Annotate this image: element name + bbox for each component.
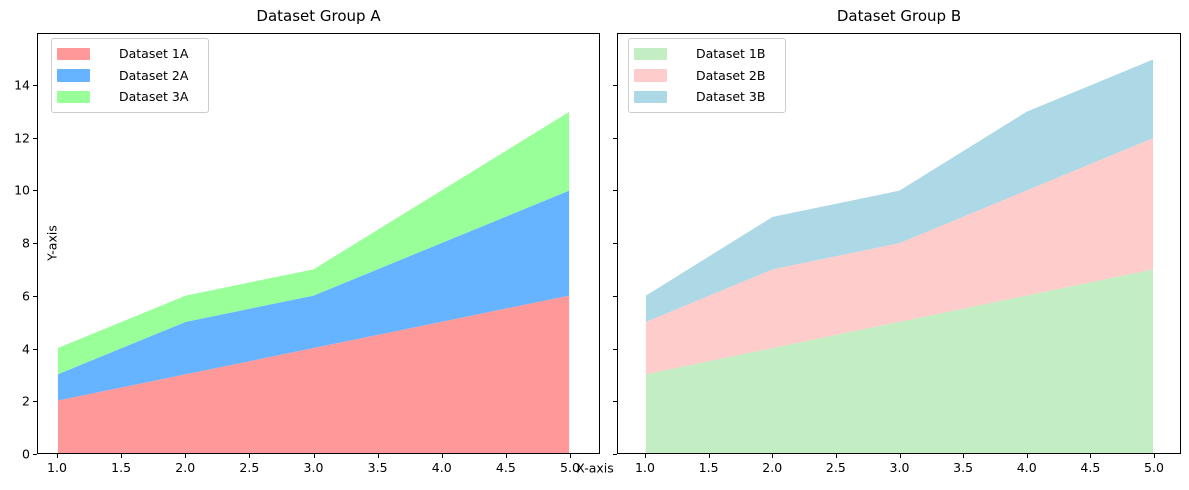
x-tick-mark (963, 454, 965, 458)
y-tick-label: 14 (14, 77, 30, 93)
stacked-area-canvas-B (645, 59, 1154, 453)
y-tick-mark (613, 190, 617, 192)
legend-label-dataset-1b: Dataset 1B (696, 46, 766, 62)
x-tick-label: 3.5 (953, 460, 974, 475)
x-tick-mark (505, 454, 507, 458)
y-tick-mark (33, 190, 37, 192)
y-tick-mark (613, 348, 617, 350)
y-tick-label: 12 (14, 130, 30, 146)
x-tick-mark (249, 454, 251, 458)
y-tick-mark (613, 243, 617, 245)
chart-a-title: Dataset Group A (256, 7, 381, 25)
y-tick-mark (613, 454, 617, 455)
y-tick-mark (33, 348, 37, 350)
y-tick-mark (33, 295, 37, 297)
legend-swatch-dataset-2b (634, 69, 667, 82)
y-tick-label: 2 (22, 393, 30, 409)
y-tick-mark (613, 401, 617, 403)
x-tick-mark (1154, 454, 1155, 458)
x-tick-label: 3.0 (889, 460, 910, 475)
x-tick-label: 3.5 (367, 460, 388, 475)
x-tick-label: 4.0 (1016, 460, 1037, 475)
stacked-area-canvas-A (57, 111, 570, 453)
x-tick-mark (570, 454, 571, 458)
x-tick-label: 2.5 (239, 460, 260, 475)
legend-label-dataset-3b: Dataset 3B (696, 89, 766, 105)
legend-A: Dataset 1A Dataset 2A Dataset 3A (51, 38, 210, 113)
x-axis-label: X-axis (576, 460, 614, 476)
y-tick-mark (613, 84, 617, 86)
x-tick-mark (1026, 454, 1028, 458)
legend-swatch-dataset-1b (634, 47, 667, 60)
legend-swatch-dataset-1a (57, 47, 90, 60)
x-tick-label: 4.5 (1080, 460, 1101, 475)
area-dataset-2b (645, 138, 1154, 375)
y-tick-label: 0 (22, 446, 30, 462)
legend-item-dataset-1a: Dataset 1A (57, 43, 188, 65)
legend-item-dataset-2b: Dataset 2B (634, 65, 765, 87)
chart-b-title: Dataset Group B (836, 7, 962, 25)
y-tick-mark (613, 137, 617, 139)
y-tick-mark (613, 295, 617, 297)
area-dataset-3a (57, 111, 570, 375)
x-tick-mark (835, 454, 837, 458)
legend-label-dataset-3a: Dataset 3A (119, 89, 189, 105)
chart-a-plot-area: Dataset 1A Dataset 2A Dataset 3A (37, 33, 600, 454)
x-tick-label: 3.0 (303, 460, 324, 475)
y-tick-label: 10 (14, 182, 30, 198)
y-tick-mark (33, 137, 37, 139)
y-tick-mark (33, 454, 37, 455)
x-tick-mark (121, 454, 123, 458)
y-tick-label: 4 (22, 341, 30, 357)
x-tick-label: 1.5 (698, 460, 719, 475)
x-tick-label: 4.5 (495, 460, 516, 475)
x-tick-mark (57, 454, 58, 458)
x-tick-label: 1.0 (635, 460, 655, 475)
area-dataset-1b (645, 269, 1154, 453)
x-tick-mark (645, 454, 646, 458)
legend-item-dataset-1b: Dataset 1B (634, 43, 765, 65)
x-tick-mark (1090, 454, 1092, 458)
legend-label-dataset-2b: Dataset 2B (696, 67, 766, 83)
x-tick-mark (441, 454, 443, 458)
y-tick-mark (33, 84, 37, 86)
y-tick-label: 8 (22, 235, 30, 251)
legend-label-dataset-1a: Dataset 1A (119, 46, 189, 62)
x-tick-label: 2.0 (175, 460, 196, 475)
x-tick-mark (313, 454, 315, 458)
x-tick-mark (377, 454, 379, 458)
x-tick-label: 5.0 (560, 460, 580, 475)
legend-swatch-dataset-3b (634, 90, 667, 103)
y-axis-label: Y-axis (44, 225, 60, 261)
area-dataset-1a (57, 295, 570, 453)
x-tick-mark (772, 454, 774, 458)
chart-b-plot-area: Dataset 1B Dataset 2B Dataset 3B (617, 33, 1181, 454)
x-tick-label: 5.0 (1144, 460, 1164, 475)
x-tick-label: 4.0 (431, 460, 452, 475)
x-tick-label: 2.0 (762, 460, 783, 475)
y-tick-mark (33, 401, 37, 403)
x-tick-mark (708, 454, 710, 458)
x-tick-mark (899, 454, 901, 458)
legend-item-dataset-3a: Dataset 3A (57, 86, 188, 108)
legend-item-dataset-2a: Dataset 2A (57, 65, 188, 87)
x-tick-label: 1.0 (47, 460, 67, 475)
legend-label-dataset-2a: Dataset 2A (119, 67, 189, 83)
x-tick-label: 2.5 (825, 460, 846, 475)
x-tick-label: 1.5 (111, 460, 132, 475)
legend-item-dataset-3b: Dataset 3B (634, 86, 765, 108)
legend-swatch-dataset-2a (57, 69, 90, 82)
legend-B: Dataset 1B Dataset 2B Dataset 3B (628, 38, 787, 113)
y-tick-mark (33, 243, 37, 245)
x-tick-mark (185, 454, 187, 458)
y-tick-label: 6 (22, 288, 30, 304)
legend-swatch-dataset-3a (57, 90, 90, 103)
